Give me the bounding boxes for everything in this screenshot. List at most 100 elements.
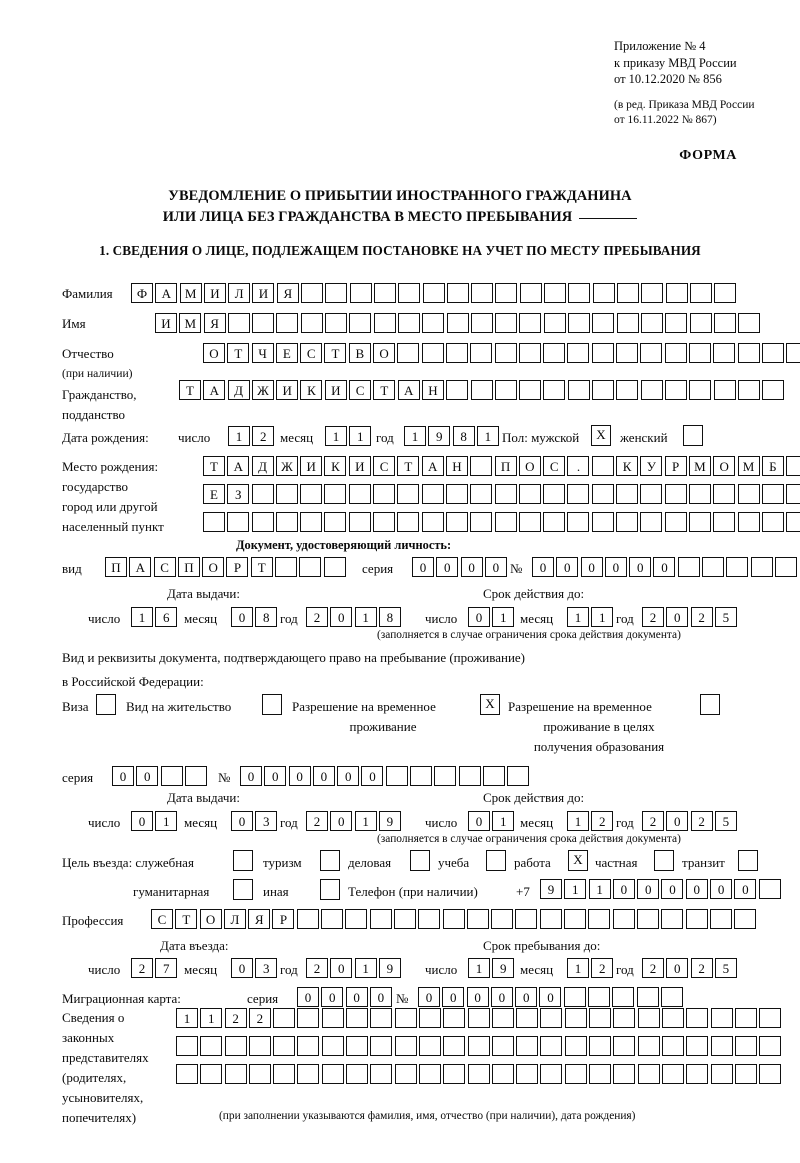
profession-cell-23[interactable]: [685, 909, 708, 929]
reps-line1-cell-13[interactable]: [467, 1008, 490, 1028]
edu-residence-checkbox[interactable]: [700, 694, 720, 715]
reps-line1-cell-5[interactable]: [273, 1008, 296, 1028]
permit-issue-month-cell-2[interactable]: 3: [255, 811, 278, 831]
reps-line2-cell-15[interactable]: [516, 1036, 539, 1056]
profession-cell-25[interactable]: [734, 909, 757, 929]
phone-cell-5[interactable]: 0: [637, 879, 660, 899]
birth-place-line3-cell-17[interactable]: [591, 512, 614, 532]
phone-cell-2[interactable]: 1: [564, 879, 587, 899]
phone-cell-10[interactable]: [758, 879, 781, 899]
permit-number-cell-12[interactable]: [507, 766, 530, 786]
sex-male-checkbox[interactable]: X: [591, 425, 611, 446]
patronymic-cell-19[interactable]: [640, 343, 663, 363]
doc-kind-cell-9[interactable]: [299, 557, 322, 577]
reps-line2-cell-6[interactable]: [297, 1036, 320, 1056]
doc-number-cell-2[interactable]: 0: [556, 557, 579, 577]
birth-place-line2-cell-14[interactable]: [518, 484, 541, 504]
stay-year-cell-3[interactable]: 2: [690, 958, 713, 978]
doc-issue-day-cell-1[interactable]: 1: [131, 607, 153, 627]
birth-place-line2-cell-4[interactable]: [275, 484, 298, 504]
birth-place-line3-cell-9[interactable]: [397, 512, 420, 532]
name-cell-11[interactable]: [397, 313, 420, 333]
reps-line1-cell-25[interactable]: [759, 1008, 782, 1028]
citizenship-cell-13[interactable]: [470, 380, 493, 400]
birth-place-line3-cell-7[interactable]: [348, 512, 371, 532]
birth-place-line1-cell-14[interactable]: О: [518, 456, 541, 476]
reps-line3-cell-6[interactable]: [297, 1064, 320, 1084]
permit-series-cell-4[interactable]: [184, 766, 207, 786]
purpose-tourism-checkbox[interactable]: [320, 850, 340, 871]
surname-cell-5[interactable]: Л: [228, 283, 251, 303]
name-cell-22[interactable]: [665, 313, 688, 333]
residence-permit-checkbox[interactable]: [262, 694, 282, 715]
reps-line3-cell-2[interactable]: [200, 1064, 223, 1084]
birth-place-line2-cell-1[interactable]: Е: [203, 484, 225, 504]
birth-place-line1-cell-7[interactable]: И: [348, 456, 371, 476]
citizenship-cell-10[interactable]: А: [397, 380, 420, 400]
doc-number-cell-7[interactable]: [677, 557, 700, 577]
migration-number-cell-7[interactable]: [563, 987, 586, 1007]
migration-series-cell-2[interactable]: 0: [321, 987, 344, 1007]
doc-series-cell-2[interactable]: 0: [436, 557, 459, 577]
doc-number-cell-3[interactable]: 0: [580, 557, 603, 577]
profession-cell-1[interactable]: С: [151, 909, 173, 929]
permit-issue-year-cell-3[interactable]: 1: [354, 811, 377, 831]
doc-kind-cell-10[interactable]: [323, 557, 346, 577]
profession-cell-14[interactable]: [466, 909, 489, 929]
birth-month-cell-1[interactable]: 1: [325, 426, 347, 446]
doc-valid-day-cell-1[interactable]: 0: [468, 607, 490, 627]
profession-cell-15[interactable]: [491, 909, 514, 929]
birth-place-line2-cell-22[interactable]: [713, 484, 736, 504]
doc-issue-month-cell-1[interactable]: 0: [231, 607, 253, 627]
birth-place-line2-cell-6[interactable]: [324, 484, 347, 504]
profession-cell-19[interactable]: [588, 909, 611, 929]
surname-cell-13[interactable]: [422, 283, 445, 303]
profession-cell-12[interactable]: [418, 909, 441, 929]
reps-line3-cell-20[interactable]: [637, 1064, 660, 1084]
doc-valid-month-cell-2[interactable]: 1: [591, 607, 614, 627]
reps-line1-cell-18[interactable]: [589, 1008, 612, 1028]
patronymic-cell-16[interactable]: [567, 343, 590, 363]
permit-issue-year-cell-1[interactable]: 2: [306, 811, 328, 831]
reps-line2-cell-4[interactable]: [248, 1036, 271, 1056]
entry-year-cell-4[interactable]: 9: [378, 958, 401, 978]
reps-line3-cell-18[interactable]: [589, 1064, 612, 1084]
citizenship-cell-8[interactable]: С: [349, 380, 372, 400]
phone-cell-6[interactable]: 0: [661, 879, 684, 899]
doc-valid-year-cell-1[interactable]: 2: [642, 607, 664, 627]
doc-kind-cell-2[interactable]: А: [129, 557, 152, 577]
doc-number-cell-6[interactable]: 0: [653, 557, 676, 577]
patronymic-cell-24[interactable]: [761, 343, 784, 363]
surname-cell-10[interactable]: [349, 283, 372, 303]
surname-cell-14[interactable]: [446, 283, 469, 303]
reps-line2-cell-20[interactable]: [637, 1036, 660, 1056]
purpose-humanitarian-checkbox[interactable]: [233, 879, 253, 900]
permit-number-cell-5[interactable]: 0: [337, 766, 360, 786]
reps-line1-cell-19[interactable]: [613, 1008, 636, 1028]
profession-cell-22[interactable]: [661, 909, 684, 929]
reps-line2-cell-1[interactable]: [176, 1036, 198, 1056]
permit-issue-year-cell-2[interactable]: 0: [330, 811, 353, 831]
citizenship-cell-11[interactable]: Н: [421, 380, 444, 400]
patronymic-cell-25[interactable]: [786, 343, 800, 363]
citizenship-cell-3[interactable]: Д: [227, 380, 250, 400]
reps-line3-cell-16[interactable]: [540, 1064, 563, 1084]
birth-place-line2-cell-19[interactable]: [640, 484, 663, 504]
profession-cell-6[interactable]: Р: [272, 909, 295, 929]
migration-number-cell-10[interactable]: [636, 987, 659, 1007]
birth-place-line2-cell-11[interactable]: [445, 484, 468, 504]
purpose-transit-checkbox[interactable]: [738, 850, 758, 871]
doc-kind-cell-3[interactable]: С: [153, 557, 176, 577]
permit-issue-day-cell-1[interactable]: 0: [131, 811, 153, 831]
birth-place-line1-cell-13[interactable]: П: [494, 456, 517, 476]
citizenship-cell-17[interactable]: [567, 380, 590, 400]
birth-place-line1-cell-4[interactable]: Ж: [275, 456, 298, 476]
